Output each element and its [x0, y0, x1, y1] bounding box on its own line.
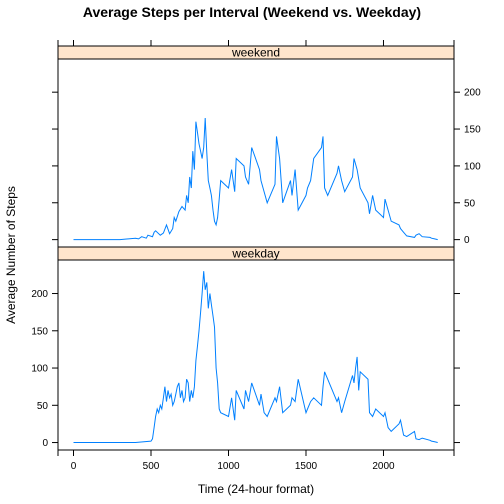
panel-weekend: weekend 0 50 100 150 200 [52, 40, 481, 248]
y-axis-label: Average Number of Steps [4, 186, 18, 324]
frame-weekend [57, 58, 455, 248]
x-tick-label: 1000 [217, 461, 240, 472]
x-tick-label: 1500 [295, 461, 318, 472]
series-line-weekday [73, 271, 438, 443]
y-tick-label-weekend: 0 [464, 235, 470, 246]
x-tick-label: 0 [71, 461, 77, 472]
y-tick-label-weekday: 150 [31, 326, 48, 337]
x-tick-label: 500 [143, 461, 160, 472]
frame-weekday [57, 259, 455, 451]
y-tick-label-weekday: 100 [31, 364, 48, 375]
y-tick-label-weekday: 200 [31, 289, 48, 300]
y-tick-label-weekend: 150 [464, 125, 481, 136]
y-tick-label-weekday: 50 [37, 401, 49, 412]
strip-label-weekday: weekday [231, 247, 279, 261]
series-line-weekend [73, 117, 438, 241]
y-tick-label-weekend: 200 [464, 88, 481, 99]
strip-label-weekend: weekend [231, 46, 280, 60]
chart-title: Average Steps per Interval (Weekend vs. … [83, 4, 421, 20]
y-tick-label-weekday: 0 [42, 438, 48, 449]
y-tick-label-weekend: 50 [464, 198, 476, 209]
x-axis-label: Time (24-hour format) [198, 482, 314, 496]
y-tick-label-weekend: 100 [464, 161, 481, 172]
x-tick-label: 2000 [372, 461, 395, 472]
